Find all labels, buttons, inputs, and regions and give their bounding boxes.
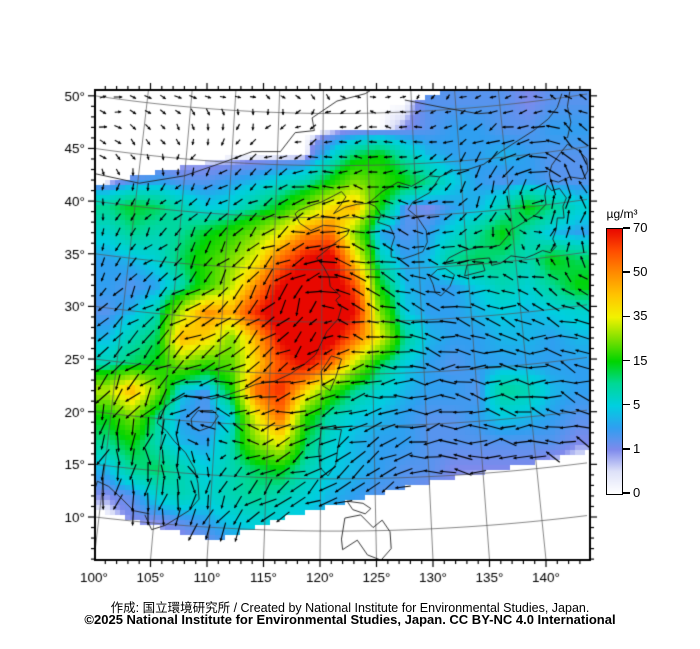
colorbar-tick-label: 5 xyxy=(633,396,641,412)
colorbar: µg/m³ 70 50 35 15 5 1 0 xyxy=(606,207,676,507)
colorbar-tick-label: 1 xyxy=(633,440,641,456)
credit-text: 作成: 国立環境研究所 / Created by National Instit… xyxy=(110,601,590,615)
colorbar-tick-mark xyxy=(622,448,630,450)
colorbar-tick-label: 50 xyxy=(633,264,648,280)
colorbar-tick-label: 70 xyxy=(633,220,648,235)
colorbar-gradient xyxy=(606,228,623,495)
colorbar-tick-label: 0 xyxy=(633,485,641,500)
colorbar-tick-label: 15 xyxy=(633,352,648,368)
colorbar-tick-mark xyxy=(622,492,630,494)
colorbar-tick-mark xyxy=(622,403,630,406)
colorbar-tick-mark xyxy=(622,359,630,362)
colorbar-tick-mark xyxy=(622,315,630,318)
license-text: ©2025 National Institute for Environment… xyxy=(84,612,616,627)
colorbar-tick-label: 35 xyxy=(633,308,648,324)
colorbar-tick-mark xyxy=(622,271,630,273)
colorbar-tick-mark xyxy=(622,227,630,229)
colorbar-unit-label: µg/m³ xyxy=(606,207,638,221)
